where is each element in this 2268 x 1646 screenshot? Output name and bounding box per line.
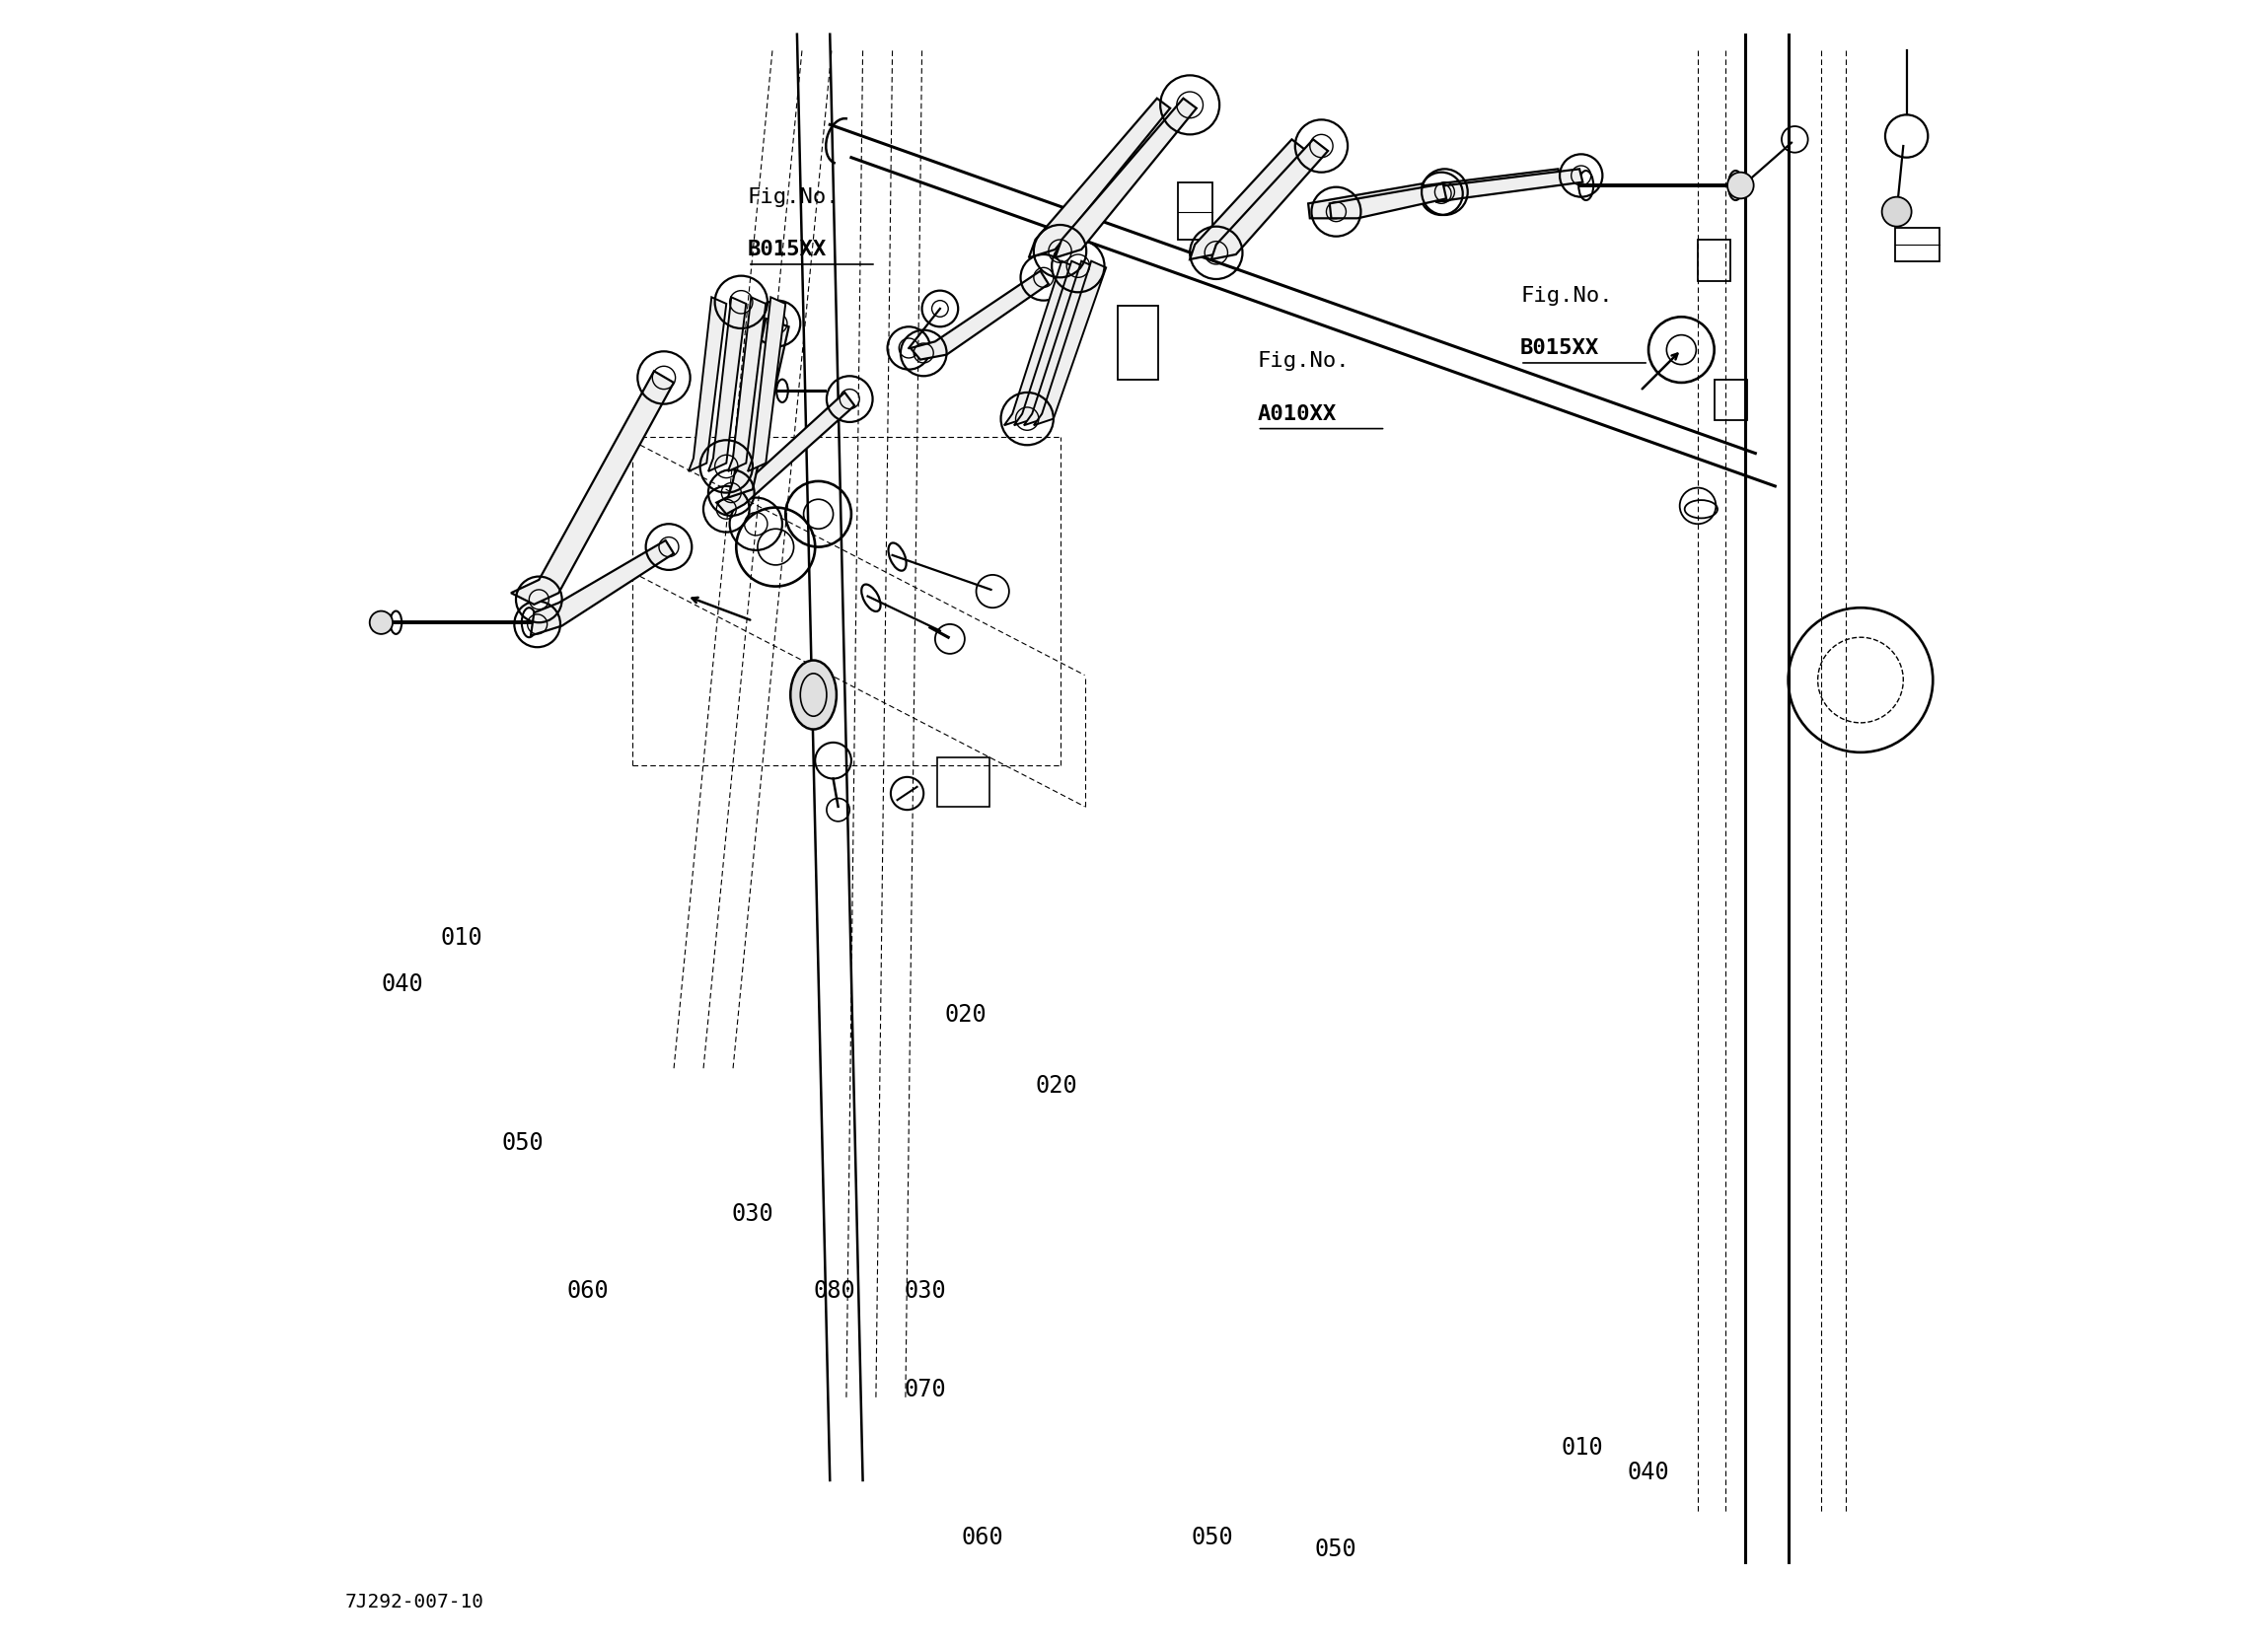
Polygon shape <box>1023 262 1095 425</box>
Text: 060: 060 <box>567 1279 610 1304</box>
Polygon shape <box>1030 99 1170 258</box>
Text: B015XX: B015XX <box>1520 337 1599 357</box>
Text: B015XX: B015XX <box>748 240 828 260</box>
Text: Fig.No.: Fig.No. <box>748 188 839 207</box>
Polygon shape <box>1309 184 1424 219</box>
Text: 080: 080 <box>814 1279 855 1304</box>
Text: 010: 010 <box>1560 1435 1603 1460</box>
Text: Fig.No.: Fig.No. <box>1520 286 1613 306</box>
Polygon shape <box>1005 262 1077 425</box>
Text: 010: 010 <box>440 927 483 950</box>
Text: 020: 020 <box>1036 1075 1077 1098</box>
Polygon shape <box>510 370 674 604</box>
Polygon shape <box>748 298 785 471</box>
Text: 040: 040 <box>381 973 424 996</box>
Polygon shape <box>1055 99 1198 258</box>
Circle shape <box>1728 173 1753 199</box>
Polygon shape <box>1211 140 1329 260</box>
Polygon shape <box>1191 140 1306 260</box>
Text: 050: 050 <box>501 1131 544 1155</box>
Polygon shape <box>1034 262 1107 425</box>
Text: 070: 070 <box>905 1378 946 1402</box>
Text: 7J292-007-10: 7J292-007-10 <box>345 1593 483 1611</box>
Polygon shape <box>531 540 674 635</box>
Text: 030: 030 <box>730 1202 773 1226</box>
Polygon shape <box>1014 262 1086 425</box>
Circle shape <box>1882 198 1912 227</box>
Polygon shape <box>1411 170 1560 202</box>
Text: 050: 050 <box>1315 1537 1356 1560</box>
Polygon shape <box>1433 170 1583 202</box>
Text: 020: 020 <box>946 1004 987 1027</box>
Text: 060: 060 <box>962 1526 1002 1549</box>
Polygon shape <box>728 319 789 497</box>
Polygon shape <box>689 298 726 471</box>
Text: 030: 030 <box>905 1279 946 1304</box>
Polygon shape <box>728 298 767 471</box>
Polygon shape <box>717 392 855 514</box>
Polygon shape <box>909 272 1048 359</box>
Polygon shape <box>708 298 746 471</box>
Text: A010XX: A010XX <box>1256 403 1336 423</box>
Circle shape <box>370 611 392 634</box>
Polygon shape <box>1329 184 1447 219</box>
Text: 040: 040 <box>1626 1460 1669 1485</box>
Text: Fig.No.: Fig.No. <box>1256 351 1349 370</box>
Ellipse shape <box>792 660 837 729</box>
Text: 050: 050 <box>1191 1526 1234 1549</box>
